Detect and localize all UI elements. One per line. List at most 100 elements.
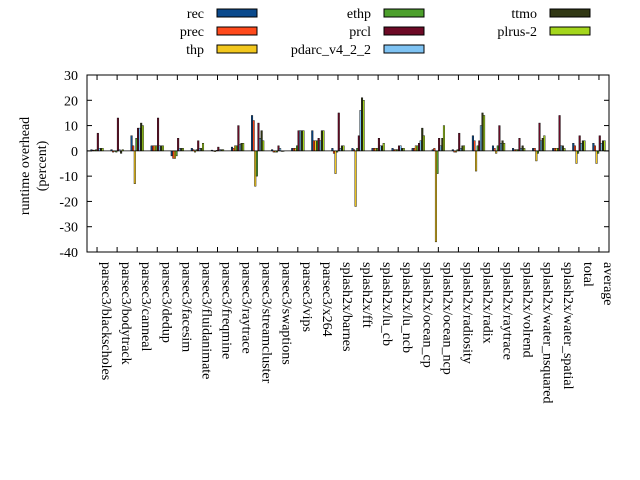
bar-thp: [475, 150, 478, 172]
bar-prcl: [418, 143, 421, 152]
plot-frame: [86, 74, 610, 253]
legend-label-plrus-2: plrus-2: [497, 25, 537, 40]
bar-thp: [234, 145, 237, 152]
x-tick-label: splash2x/radix: [480, 262, 495, 344]
bar-thp: [595, 150, 598, 164]
x-tick-label: splash2x/barnes: [339, 262, 354, 351]
y-tick-label: 20: [64, 94, 78, 109]
bar-ttmo: [320, 130, 323, 152]
bar-plrus-2: [422, 135, 425, 152]
bar-prcl: [136, 127, 139, 152]
bar-prcl: [598, 135, 601, 152]
bar-prcl: [317, 138, 320, 152]
bar-prec: [312, 140, 315, 152]
legend-label-ethp: ethp: [347, 7, 371, 22]
y-tick-label: 0: [71, 145, 78, 160]
bar-ttmo: [601, 140, 604, 152]
x-tick-label: parsec3/raytrace: [239, 262, 254, 354]
bar-pdarc_v4_2_2: [419, 140, 422, 152]
bar-prec: [172, 150, 175, 159]
bar-rec: [592, 143, 595, 152]
bar-thp: [535, 150, 538, 162]
y-tick-label: 30: [64, 69, 78, 84]
bar-thp: [434, 150, 437, 243]
bar-ethp: [476, 145, 479, 152]
bar-ttmo: [381, 145, 384, 152]
bar-prcl: [377, 138, 380, 152]
bar-prcl: [518, 138, 521, 152]
bar-ttmo: [361, 97, 364, 152]
bar-prcl: [197, 140, 200, 152]
bar-pdarc_v4_2_2: [600, 143, 603, 152]
legend-swatch-ethp: [383, 8, 425, 18]
bar-prcl: [357, 135, 360, 152]
bar-prcl: [157, 117, 160, 152]
bar-ttmo: [340, 145, 343, 152]
bar-pdarc_v4_2_2: [560, 145, 563, 152]
bar-plrus-2: [302, 130, 305, 152]
bar-prcl: [558, 115, 561, 152]
bar-ethp: [135, 138, 138, 152]
y-tick-label: -30: [59, 221, 78, 236]
bar-thp: [254, 150, 257, 187]
x-tick-label: splash2x/radiosity: [459, 262, 474, 364]
legend-swatch-pdarc_v4_2_2: [383, 44, 425, 54]
legend-swatch-prcl: [383, 26, 425, 36]
bar-plrus-2: [583, 140, 586, 152]
bar-plrus-2: [202, 143, 205, 152]
bar-prcl: [277, 145, 280, 152]
bar-ethp: [296, 145, 299, 152]
bar-plrus-2: [242, 143, 245, 152]
bar-prec: [252, 120, 255, 152]
bar-ethp: [255, 150, 258, 177]
legend-swatch-prec: [216, 26, 258, 36]
bar-ttmo: [240, 143, 243, 152]
bar-prec: [152, 145, 155, 152]
bar-pdarc_v4_2_2: [158, 145, 161, 152]
bar-ttmo: [521, 145, 524, 152]
bar-ttmo: [421, 127, 424, 152]
y-axis-title-unit: (percent): [35, 140, 50, 191]
bar-thp: [133, 150, 136, 184]
x-tick-label: splash2x/raytrace: [500, 262, 515, 360]
bar-plrus-2: [442, 125, 445, 152]
bar-plrus-2: [543, 135, 546, 152]
y-tick-label: -10: [59, 170, 78, 185]
plot-area: 30 20 10 0 -10 -20 -30 -40 parsec3/blackscholes…: [59, 69, 615, 404]
y-axis: 30 20 10 0 -10 -20 -30 -40: [59, 69, 609, 261]
bar-ttmo: [140, 122, 143, 152]
legend-label-pdarc_v4_2_2: pdarc_v4_2_2: [291, 43, 371, 58]
bar-prcl: [257, 122, 260, 152]
bar-pdarc_v4_2_2: [479, 125, 482, 152]
x-tick-label: splash2x/lu_ncb: [399, 262, 414, 353]
bar-plrus-2: [362, 100, 365, 152]
bar-ttmo: [300, 130, 303, 152]
bar-prcl: [438, 138, 441, 152]
bar-ttmo: [160, 145, 163, 152]
bar-plrus-2: [483, 115, 486, 152]
x-tick-label: splash2x/ocean_cp: [419, 262, 434, 368]
bar-prec: [132, 145, 135, 152]
bar-prec: [573, 145, 576, 152]
bar-prcl: [217, 146, 220, 152]
bar-rec: [170, 150, 173, 157]
bar-plrus-2: [322, 130, 325, 152]
x-tick-label: parsec3/vips: [299, 262, 314, 332]
bar-pdarc_v4_2_2: [359, 110, 362, 152]
bar-pdarc_v4_2_2: [238, 144, 241, 152]
bar-ttmo: [501, 140, 504, 152]
bar-ethp: [416, 145, 419, 152]
legend: rec prec thp ethp prcl pdarc_v4_2_2 ttmo plrus-…: [180, 7, 591, 58]
bar-plrus-2: [161, 145, 164, 152]
x-tick-label: parsec3/streamcluster: [259, 262, 274, 384]
bar-plrus-2: [262, 140, 265, 152]
legend-label-ttmo: ttmo: [511, 7, 537, 22]
bar-ethp: [316, 140, 319, 152]
bar-plrus-2: [141, 125, 144, 152]
bar-thp: [575, 150, 578, 164]
x-tick-label: splash2x/water_spatial: [560, 262, 575, 390]
bar-thp: [354, 150, 357, 207]
legend-label-rec: rec: [187, 7, 204, 22]
bar-plrus-2: [342, 145, 345, 152]
legend-swatch-thp: [216, 44, 258, 54]
